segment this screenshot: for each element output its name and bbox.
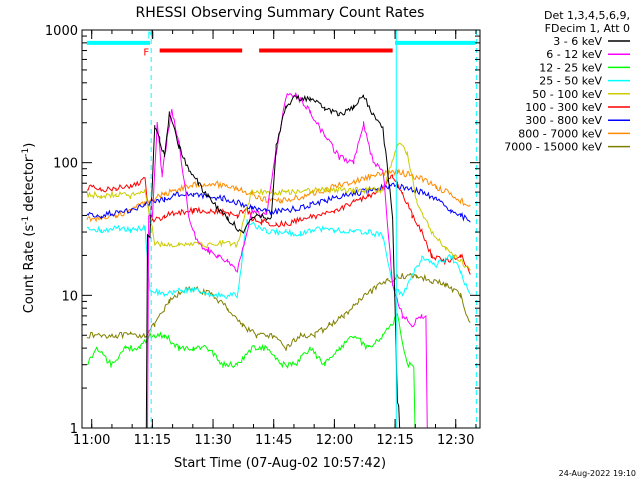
plot-frame [81, 29, 481, 429]
y-tick-label: 1 [70, 422, 78, 437]
legend-entry-label: 100 - 300 keV [525, 101, 602, 114]
x-tick-label: 11:15 [134, 433, 171, 448]
legend-entry-label: 50 - 100 keV [532, 88, 602, 101]
mode-marker: N [147, 31, 154, 42]
legend-entry-label: 12 - 25 keV [539, 61, 602, 74]
y-axis-label-part: -1 [21, 216, 31, 225]
mode-marker: F [143, 48, 149, 59]
series-line [86, 219, 471, 300]
y-tick-label: 10 [61, 289, 78, 304]
x-tick-label: 12:00 [316, 433, 353, 448]
x-tick-label: 11:45 [255, 433, 292, 448]
x-axis-label: Start Time (07-Aug-02 10:57:42) [174, 456, 386, 471]
y-axis-label-part: -1 [21, 148, 31, 157]
y-tick-label: 100 [53, 157, 78, 172]
y-axis-label: Count Rate (s-1 detector-1) [21, 143, 37, 314]
series-line [145, 94, 401, 428]
y-axis: 1 10 100 1000 [45, 24, 480, 437]
x-tick-label: 12:30 [437, 433, 474, 448]
legend-entry-label: 300 - 800 keV [525, 114, 602, 127]
legend-entry-label: 7000 - 15000 keV [504, 141, 602, 154]
legend-header-line: FDecim 1, Att 0 [545, 22, 630, 35]
legend-entry-label: 25 - 50 keV [539, 75, 602, 88]
x-axis: 11:00 11:15 11:30 11:45 12:00 12:15 12:30 [73, 30, 477, 448]
y-tick-label: 1000 [45, 24, 78, 39]
plot-clip-group: NF [86, 30, 477, 428]
legend-entry-label: 3 - 6 keV [553, 35, 602, 48]
legend: Det 1,3,4,5,6,9,FDecim 1, Att 03 - 6 keV… [504, 9, 630, 154]
x-tick-label: 12:15 [376, 433, 413, 448]
plot-area: NF [81, 29, 481, 429]
legend-entry-label: 6 - 12 keV [546, 48, 602, 61]
legend-entry-label: 800 - 7000 keV [518, 127, 602, 140]
series-line [86, 142, 471, 271]
chart-title: RHESSI Observing Summary Count Rates [136, 5, 425, 21]
series-line [147, 92, 428, 428]
series-line [86, 312, 416, 428]
footer-date: 24-Aug-2022 19:10 [559, 469, 636, 478]
x-tick-label: 11:00 [73, 433, 110, 448]
y-axis-label-part: Count Rate (s [22, 225, 37, 314]
y-axis-label-part: ) [22, 143, 37, 148]
legend-header-line: Det 1,3,4,5,6,9, [544, 9, 630, 22]
x-tick-label: 11:30 [194, 433, 231, 448]
y-axis-label-part: detector [22, 156, 37, 216]
